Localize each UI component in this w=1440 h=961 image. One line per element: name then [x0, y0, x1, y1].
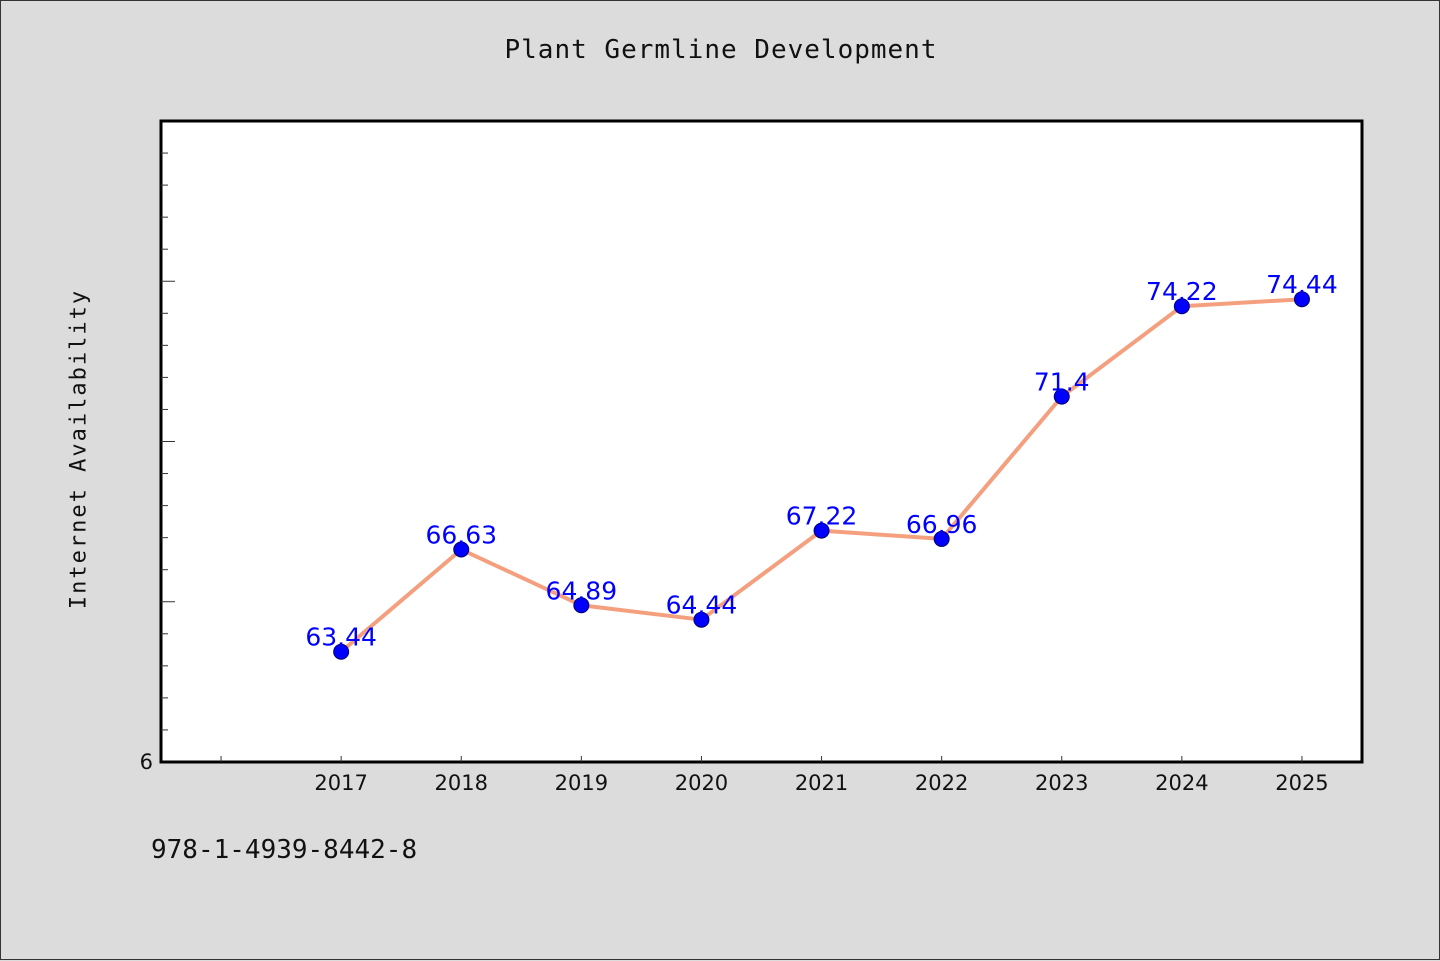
x-tick-label: 2025 — [1275, 771, 1328, 795]
x-tick-label: 2021 — [795, 771, 848, 795]
series-points-layer — [333, 291, 1310, 660]
x-tick-label: 2024 — [1155, 771, 1208, 795]
plot-area — [159, 119, 1364, 764]
data-point — [333, 643, 350, 660]
x-tick-label: 2017 — [314, 771, 367, 795]
data-point — [1173, 298, 1190, 315]
footer-note: 978-1-4939-8442-8 — [151, 835, 418, 865]
data-label: 74.44 — [1266, 270, 1338, 299]
data-point — [813, 522, 830, 539]
x-tick-label: 2023 — [1035, 771, 1088, 795]
x-tick-label: 2019 — [555, 771, 608, 795]
data-point — [1053, 388, 1070, 405]
y-tick-label: 6 — [140, 750, 153, 774]
data-point — [693, 611, 710, 628]
axis-ticks: 6 2017 2018 2019 2020 2021 2022 2023 2024 2025 — [140, 152, 1329, 795]
data-label: 64.44 — [666, 591, 738, 620]
data-label: 66.63 — [425, 521, 497, 550]
data-labels-layer: 63.44 66.63 64.89 64.44 67.22 66.96 71.4 74.22 7… — [305, 270, 1337, 652]
data-label: 71.4 — [1034, 368, 1090, 397]
data-label: 64.89 — [546, 576, 618, 605]
data-label: 74.22 — [1146, 277, 1218, 306]
x-tick-label: 2022 — [915, 771, 968, 795]
data-label: 66.96 — [906, 510, 978, 539]
x-tick-label: 2018 — [435, 771, 488, 795]
x-tick-label: 2020 — [675, 771, 728, 795]
data-point — [453, 541, 470, 558]
data-point — [573, 597, 590, 614]
data-point — [1293, 291, 1310, 308]
data-point — [933, 530, 950, 547]
chart-title: Plant Germline Development — [504, 35, 938, 65]
data-label: 63.44 — [305, 623, 377, 652]
data-label: 67.22 — [786, 502, 858, 531]
